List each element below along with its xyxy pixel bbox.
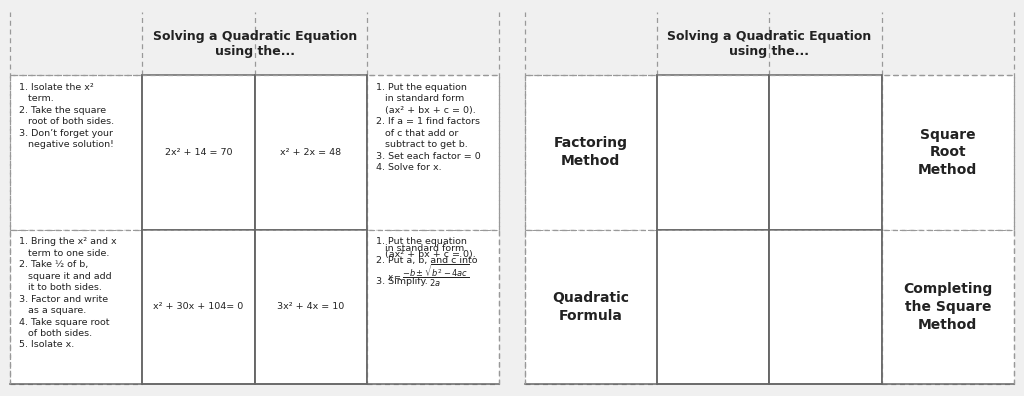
Text: Factoring
Method: Factoring Method — [554, 137, 628, 168]
Bar — [524, 230, 656, 384]
Bar — [524, 75, 656, 230]
Bar — [368, 75, 500, 230]
Text: 3. Simplify.: 3. Simplify. — [377, 277, 428, 286]
Text: 3x² + 4x = 10: 3x² + 4x = 10 — [278, 303, 344, 311]
Text: Quadratic
Formula: Quadratic Formula — [552, 291, 630, 323]
Text: 1. Put the equation
   in standard form
   (ax² + bx + c = 0).
2. If a = 1 find : 1. Put the equation in standard form (ax… — [377, 83, 481, 172]
Text: 2. Put a, b, and c into: 2. Put a, b, and c into — [377, 256, 478, 265]
Bar — [882, 230, 1014, 384]
Bar — [368, 230, 500, 384]
Text: (ax² + bx + c = 0).: (ax² + bx + c = 0). — [377, 250, 476, 259]
Bar — [656, 230, 769, 384]
Bar — [142, 75, 255, 230]
Bar — [142, 230, 255, 384]
Text: Completing
the Square
Method: Completing the Square Method — [903, 282, 992, 332]
Bar — [255, 75, 368, 230]
Text: Solving a Quadratic Equation
using the...: Solving a Quadratic Equation using the..… — [668, 30, 871, 57]
Bar — [769, 230, 882, 384]
Bar — [769, 75, 882, 230]
Text: 1. Put the equation: 1. Put the equation — [377, 237, 467, 246]
Text: x² + 2x = 48: x² + 2x = 48 — [281, 148, 342, 157]
Text: in standard form: in standard form — [377, 244, 465, 253]
Text: 1. Bring the x² and x
   term to one side.
2. Take ½ of b,
   square it and add
: 1. Bring the x² and x term to one side. … — [19, 237, 117, 349]
Text: Solving a Quadratic Equation
using the...: Solving a Quadratic Equation using the..… — [153, 30, 356, 57]
Text: $x = \dfrac{-b\pm\sqrt{b^2-4ac}}{2a}$: $x = \dfrac{-b\pm\sqrt{b^2-4ac}}{2a}$ — [387, 263, 469, 289]
Bar — [882, 75, 1014, 230]
Bar — [10, 230, 142, 384]
Text: 2x² + 14 = 70: 2x² + 14 = 70 — [165, 148, 232, 157]
Text: x² + 30x + 104= 0: x² + 30x + 104= 0 — [154, 303, 244, 311]
Bar — [255, 230, 368, 384]
Text: 1. Isolate the x²
   term.
2. Take the square
   root of both sides.
3. Don’t fo: 1. Isolate the x² term. 2. Take the squa… — [19, 83, 115, 149]
Text: Square
Root
Method: Square Root Method — [919, 128, 977, 177]
Bar — [10, 75, 142, 230]
Bar — [656, 75, 769, 230]
